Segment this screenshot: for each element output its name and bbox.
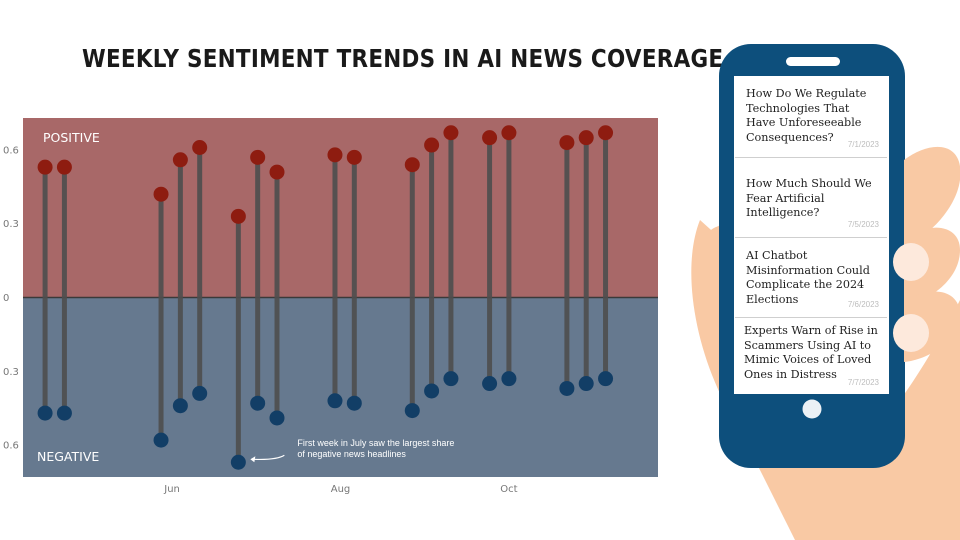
phone-speaker — [786, 57, 840, 66]
article-date: 7/7/2023 — [847, 378, 879, 387]
negative-point — [346, 395, 362, 411]
y-tick-label: 0.3 — [3, 219, 19, 230]
phone-screen — [734, 76, 889, 394]
y-tick-label: 0 — [3, 293, 9, 304]
negative-point — [404, 403, 420, 419]
sentiment-lollipop-chart: POSITIVE NEGATIVE 0.6 0.3 0 0.3 0.6 Jun Aug Oct Fi… — [3, 118, 658, 495]
positive-point — [501, 125, 517, 141]
phone-illustration — [691, 44, 960, 540]
x-tick-label: Aug — [331, 484, 351, 495]
page-title: WEEKLY SENTIMENT TRENDS IN AI NEWS COVER… — [82, 44, 724, 73]
positive-point — [598, 125, 614, 141]
negative-point — [192, 385, 208, 401]
fingernail-1 — [893, 243, 929, 281]
annotation-text-line: First week in July saw the largest share — [297, 438, 454, 448]
y-tick-label: 0.3 — [3, 367, 19, 378]
positive-point — [482, 130, 498, 146]
article-card[interactable]: How Much Should We Fear Artificial Intel… — [735, 158, 887, 238]
positive-point — [269, 164, 285, 180]
negative-point — [482, 376, 498, 392]
y-tick-label: 0.6 — [3, 441, 19, 452]
article-date: 7/6/2023 — [847, 300, 879, 309]
negative-point — [250, 395, 266, 411]
annotation-arrowhead — [250, 456, 256, 463]
positive-zone-band — [23, 118, 658, 298]
article-date: 7/5/2023 — [847, 220, 879, 229]
hand-finger-1 — [904, 147, 960, 245]
positive-point — [230, 208, 246, 224]
article-headline: AI Chatbot Misinformation Could Complica… — [746, 249, 870, 306]
negative-point — [598, 371, 614, 387]
positive-point — [578, 130, 594, 146]
positive-point — [443, 125, 459, 141]
negative-point — [37, 405, 53, 421]
negative-point — [501, 371, 517, 387]
negative-point — [56, 405, 72, 421]
article-card[interactable]: How Do We Regulate Technologies That Hav… — [735, 78, 887, 158]
negative-point — [559, 380, 575, 396]
article-card[interactable]: Experts Warn of Rise in Scammers Using A… — [735, 318, 887, 393]
positive-point — [346, 149, 362, 165]
positive-point — [37, 159, 53, 175]
article-headline: Experts Warn of Rise in Scammers Using A… — [744, 324, 878, 381]
negative-zone-band — [23, 297, 658, 477]
article-headline: How Much Should We Fear Artificial Intel… — [746, 177, 872, 219]
negative-point — [230, 454, 246, 470]
positive-point — [424, 137, 440, 153]
negative-point — [327, 393, 343, 409]
article-date: 7/1/2023 — [847, 140, 879, 149]
positive-point — [172, 152, 188, 168]
negative-point — [424, 383, 440, 399]
annotation-text-line: of negative news headlines — [297, 449, 406, 459]
article-headline: How Do We Regulate Technologies That Hav… — [746, 87, 867, 144]
y-tick-label: 0.6 — [3, 145, 19, 156]
positive-zone-label: POSITIVE — [43, 130, 100, 145]
annotation-arrow — [252, 454, 285, 461]
news-feed: How Do We Regulate Technologies That Hav… — [735, 78, 887, 393]
positive-point — [250, 149, 266, 165]
negative-point — [443, 371, 459, 387]
negative-point — [269, 410, 285, 426]
phone-home-button — [802, 399, 822, 419]
positive-point — [56, 159, 72, 175]
positive-point — [153, 186, 169, 202]
positive-point — [559, 135, 575, 151]
negative-point — [578, 376, 594, 392]
fingernail-2 — [893, 314, 929, 352]
negative-zone-label: NEGATIVE — [37, 449, 99, 464]
x-tick-label: Jun — [163, 484, 180, 495]
positive-point — [192, 140, 208, 156]
negative-point — [153, 432, 169, 448]
x-tick-label: Oct — [500, 484, 517, 495]
negative-point — [172, 398, 188, 414]
article-card[interactable]: AI Chatbot Misinformation Could Complica… — [735, 238, 887, 318]
positive-point — [327, 147, 343, 163]
positive-point — [404, 157, 420, 173]
